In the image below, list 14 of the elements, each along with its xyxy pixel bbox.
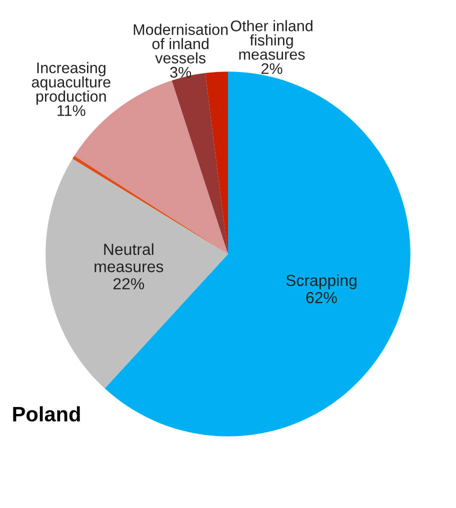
- data-label: 3%: [170, 66, 192, 78]
- pie-slice: [72, 156, 228, 254]
- pie-slice: [46, 158, 228, 388]
- data-label: 22%: [113, 278, 144, 290]
- slice-label: Neutral measures: [94, 243, 164, 272]
- slice-label: Increasing aquaculture production: [32, 62, 110, 105]
- data-label: 2%: [262, 63, 282, 74]
- slice-label: Scrapping: [286, 274, 356, 290]
- slice-label: Modernisation of inland vessels: [134, 24, 228, 64]
- slice-label: Other inland fishing measures: [230, 20, 312, 60]
- pie-slice: [205, 72, 228, 254]
- data-label: 62%: [306, 292, 337, 304]
- text: Poland: [13, 406, 80, 422]
- data-label: 11%: [58, 105, 86, 116]
